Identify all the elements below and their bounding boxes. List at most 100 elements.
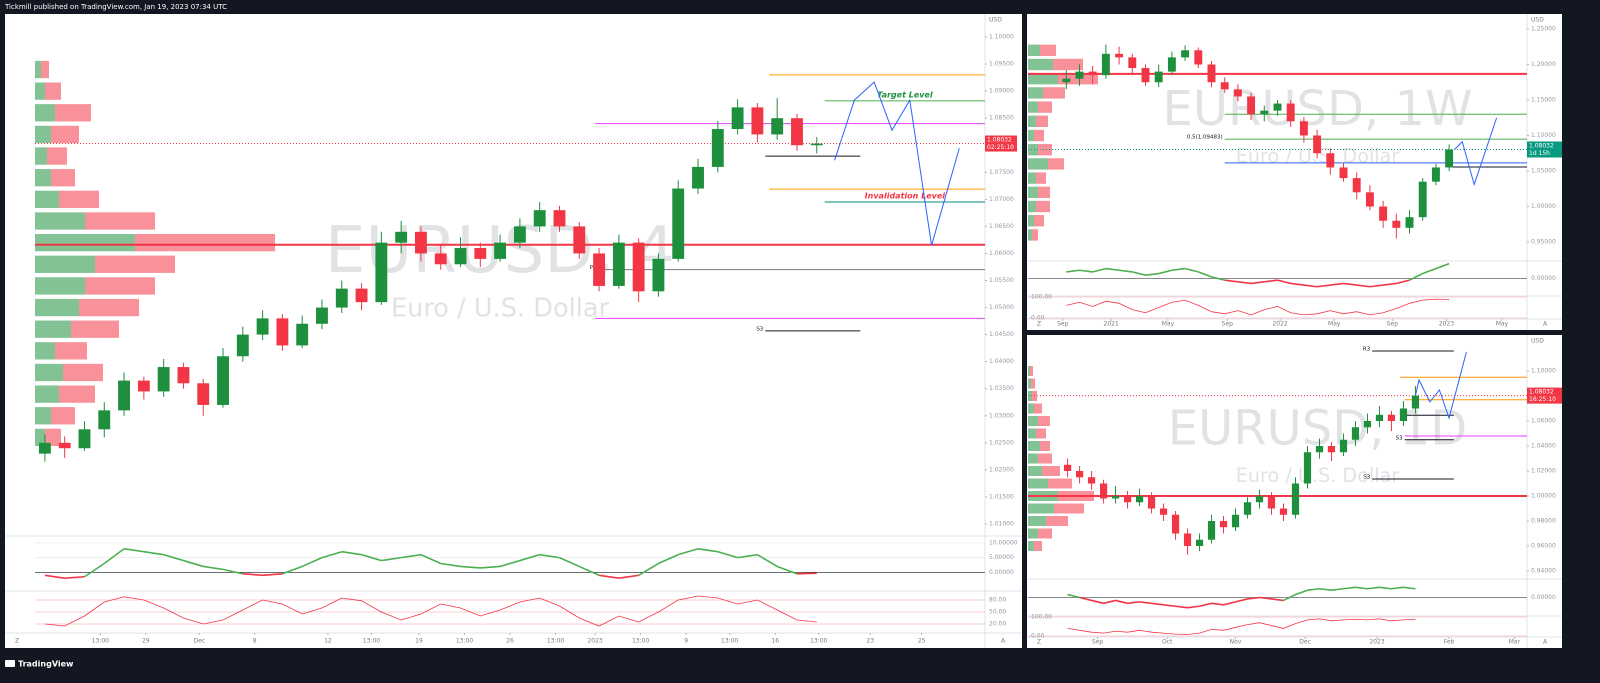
y-tick-label: 1.01000 xyxy=(989,520,1014,527)
volume-up xyxy=(35,342,55,360)
osc-segment xyxy=(1303,284,1318,288)
osc-segment xyxy=(578,565,600,577)
y-tick-label: 1.15000 xyxy=(1531,97,1556,104)
candle-body xyxy=(1273,103,1282,111)
candle-body xyxy=(1303,452,1312,484)
watermark-subtitle: Euro / U.S. Dollar xyxy=(1236,464,1400,487)
volume-down xyxy=(1032,229,1038,241)
x-tick-label: 2023 xyxy=(587,638,602,645)
candle-body xyxy=(1099,483,1108,499)
x-tick-label: 2021 xyxy=(1104,321,1119,328)
volume-down xyxy=(1036,115,1048,127)
osc-segment xyxy=(1331,587,1344,592)
volume-up xyxy=(1028,172,1036,184)
candle-body xyxy=(1399,408,1408,421)
candle-body xyxy=(454,248,467,265)
osc-segment xyxy=(539,553,560,559)
candle-body xyxy=(1375,414,1384,421)
x-tick-label: May xyxy=(1328,321,1341,328)
osc-segment xyxy=(1391,586,1404,590)
y-tick-label: 1.06000 xyxy=(1531,418,1556,425)
candle-body xyxy=(1339,439,1348,453)
level-label: R3 xyxy=(1363,347,1371,353)
osc-segment xyxy=(84,562,105,578)
osc-segment xyxy=(1259,596,1272,600)
candle-body xyxy=(296,323,309,346)
osc-segment xyxy=(499,559,521,568)
volume-up xyxy=(35,60,41,79)
candle-body xyxy=(1327,446,1336,453)
candle-body xyxy=(1405,217,1414,228)
volume-down xyxy=(45,428,61,447)
candle-body xyxy=(276,318,289,346)
volume-up xyxy=(1028,200,1036,213)
volume-up xyxy=(1028,503,1054,514)
candle-body xyxy=(731,107,744,130)
osc-segment xyxy=(381,556,402,562)
candle-body xyxy=(791,118,803,146)
volume-down xyxy=(1040,441,1050,451)
stoch-tick-label: 0.00 xyxy=(1031,315,1045,322)
candle-body xyxy=(1326,153,1335,168)
y-tick-label: 1.01500 xyxy=(989,493,1014,500)
y-tick-label: 1.04000 xyxy=(989,358,1014,365)
candle-body xyxy=(1123,496,1132,503)
volume-up xyxy=(35,428,45,447)
scale-button: Z xyxy=(1037,321,1041,328)
osc-segment xyxy=(1163,603,1176,608)
projection xyxy=(1414,351,1467,420)
y-tick-label: 1.02000 xyxy=(989,466,1014,473)
candle-body xyxy=(1279,508,1288,515)
osc-segment xyxy=(1271,598,1284,602)
osc-segment xyxy=(44,574,65,580)
volume-down xyxy=(85,277,155,295)
volume-up xyxy=(1028,229,1032,241)
x-tick-label: 2022 xyxy=(1272,321,1287,328)
candle-body xyxy=(98,410,111,430)
y-tick-label: 1.02000 xyxy=(1531,468,1556,475)
stoch-tick-label: 100.00 xyxy=(1031,294,1052,301)
osc-segment xyxy=(658,553,679,565)
volume-up xyxy=(1028,428,1036,439)
osc-segment xyxy=(1403,586,1416,590)
price-tag-countdown: 16:25:10 xyxy=(1529,396,1556,403)
osc-segment xyxy=(262,573,283,577)
auto-button: A xyxy=(1001,638,1006,645)
level-label: Invalidation Level xyxy=(865,192,946,201)
price-tag-countdown: 02:25:10 xyxy=(987,144,1014,151)
y-tick-label: 1.03000 xyxy=(989,412,1014,419)
candle-body xyxy=(1299,121,1308,136)
price-tag xyxy=(1527,141,1562,158)
candle-body xyxy=(1352,178,1361,193)
y-tick-label: 1.10000 xyxy=(1531,132,1556,139)
volume-up xyxy=(35,104,55,122)
osc-segment xyxy=(1103,599,1116,605)
stoch-line xyxy=(44,595,817,627)
candle-body xyxy=(533,210,546,227)
stoch-line xyxy=(1066,298,1450,316)
candle-body xyxy=(593,253,605,286)
price-tag xyxy=(985,135,1017,152)
x-tick-label: Mar xyxy=(1509,639,1521,646)
y-tick-label: 0.95000 xyxy=(1531,239,1556,246)
osc-segment xyxy=(1115,599,1128,605)
volume-down xyxy=(1038,144,1052,156)
volume-down xyxy=(1038,186,1050,199)
candle-body xyxy=(1233,89,1242,97)
candle-body xyxy=(1194,50,1203,65)
osc-segment xyxy=(1250,281,1265,285)
volume-down xyxy=(51,169,75,187)
volume-up xyxy=(35,255,95,273)
x-tick-label: 16 xyxy=(771,638,779,645)
candle-body xyxy=(1181,50,1190,58)
osc-segment xyxy=(1343,586,1356,590)
osc-tick-label: 0.00000 xyxy=(1531,594,1556,601)
volume-down xyxy=(55,104,91,122)
volume-up xyxy=(1028,87,1043,99)
y-tick-label: 1.00000 xyxy=(1531,493,1556,500)
stoch-tick-label: 0.00 xyxy=(1031,633,1045,640)
volume-up xyxy=(35,320,71,338)
x-tick-label: May xyxy=(1162,321,1175,328)
osc-segment xyxy=(1319,587,1332,592)
